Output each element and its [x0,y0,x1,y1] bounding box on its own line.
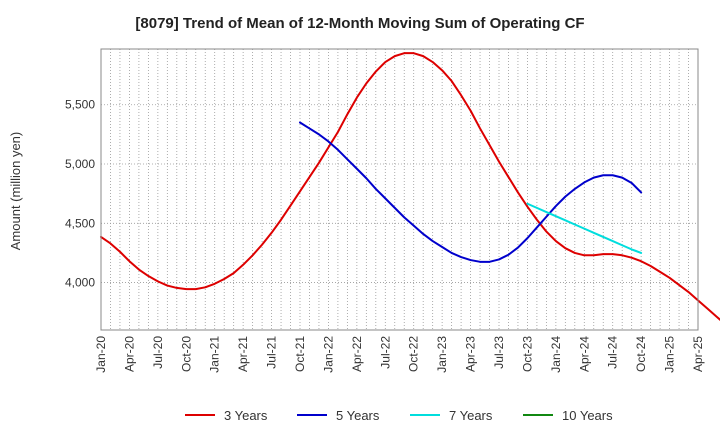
series-line-3-years [100,52,720,321]
plot-area-border [100,48,699,331]
series-line-5-years [299,121,643,263]
chart-title: [8079] Trend of Mean of 12-Month Moving … [135,15,584,32]
x-tick-label: Apr-25 [691,336,705,372]
x-tick-label: Jan-20 [94,336,108,373]
x-tick-label: Jan-21 [208,336,222,373]
x-tick-label: Apr-23 [464,336,478,372]
x-ticks: Jan-20 Apr-20 Jul-20 Oct-20 Jan-21 Apr-21 Jul-… [94,336,705,373]
x-tick-label: Jan-24 [549,336,563,373]
legend-label: 10 Years [562,408,613,423]
x-tick-label: Apr-24 [577,336,591,372]
x-tick-label: Oct-21 [293,336,307,372]
legend-label: 7 Years [449,408,493,423]
grid [101,49,698,330]
y-tick-label: 4,500 [65,216,95,230]
legend-label: 3 Years [224,408,268,423]
y-axis-label: Amount (million yen) [8,132,23,251]
legend-label: 5 Years [336,408,380,423]
x-tick-label: Jul-22 [378,336,392,369]
x-tick-label: Apr-22 [350,336,364,372]
y-tick-label: 5,500 [65,98,95,112]
x-tick-label: Jul-20 [151,336,165,369]
legend: 3 Years 5 Years 7 Years 10 Years [185,408,613,423]
x-tick-label: Apr-21 [236,336,250,372]
x-tick-label: Oct-23 [520,336,534,372]
y-tick-label: 5,000 [65,157,95,171]
y-tick-label: 4,000 [65,276,95,290]
series-lines [100,52,720,321]
x-tick-label: Jul-23 [492,336,506,369]
x-tick-label: Apr-20 [122,336,136,372]
x-tick-label: Jan-22 [321,336,335,373]
x-tick-label: Jan-23 [435,336,449,373]
x-tick-label: Jul-21 [265,336,279,369]
x-tick-label: Oct-22 [407,336,421,372]
x-tick-label: Oct-20 [179,336,193,372]
x-tick-label: Oct-24 [634,336,648,372]
series-line-7-years [526,202,643,254]
x-tick-label: Jan-25 [663,336,677,373]
y-ticks: 4,000 4,500 5,000 5,500 [65,98,95,290]
x-tick-label: Jul-24 [606,336,620,369]
